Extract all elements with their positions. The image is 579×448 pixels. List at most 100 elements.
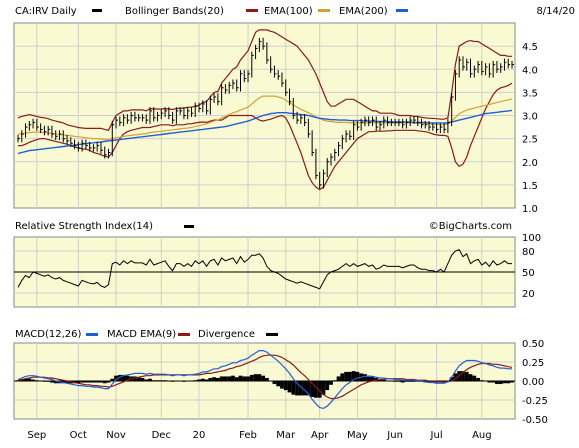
y-tick-label: -0.50 xyxy=(522,415,548,426)
y-tick-label: 1.5 xyxy=(522,181,538,192)
divergence-bar xyxy=(393,381,397,382)
x-tick-label: Jul xyxy=(430,430,443,441)
divergence-bar xyxy=(223,376,228,381)
divergence-bar xyxy=(166,381,171,382)
divergence-bar xyxy=(53,381,58,384)
x-tick-label: Oct xyxy=(70,430,87,441)
divergence-bar xyxy=(125,375,130,381)
divergence-bar xyxy=(495,381,499,385)
divergence-bar xyxy=(472,375,477,381)
divergence-bar xyxy=(95,381,100,383)
divergence-bar xyxy=(182,381,186,382)
x-tick-label: Dec xyxy=(152,430,171,441)
divergence-bar xyxy=(310,381,315,397)
divergence-bar xyxy=(332,380,337,381)
x-tick-label: 20 xyxy=(193,430,206,441)
y-tick-label: 100 xyxy=(522,233,541,244)
rsi-y-axis: 100 80 50 20 xyxy=(522,233,541,300)
y-tick-label: 3.5 xyxy=(522,88,538,99)
divergence-bar xyxy=(34,380,39,381)
macd-signal-line xyxy=(17,354,513,400)
divergence-bar xyxy=(178,381,183,382)
ema200-line xyxy=(17,109,513,155)
divergence-bar xyxy=(151,380,156,381)
divergence-bar xyxy=(197,379,201,381)
divergence-bar xyxy=(242,376,247,381)
divergence-bar xyxy=(76,381,81,384)
x-tick-label: Aug xyxy=(472,430,492,441)
x-tick-label: Sep xyxy=(27,430,46,441)
divergence-bar xyxy=(378,379,382,381)
price-series xyxy=(17,29,514,191)
legend-ema200-swatch xyxy=(396,9,408,12)
y-tick-label: -0.25 xyxy=(522,396,548,407)
divergence-bar xyxy=(344,371,348,381)
divergence-bar xyxy=(498,381,503,385)
divergence-bar xyxy=(106,381,111,383)
divergence-bar xyxy=(215,377,220,381)
divergence-bar xyxy=(355,371,360,381)
divergence-bar xyxy=(268,381,273,382)
divergence-bar xyxy=(159,380,164,381)
macd-series xyxy=(14,350,515,410)
divergence-bar xyxy=(430,381,435,383)
divergence-bar xyxy=(476,377,480,381)
watermark: ©BigCharts.com xyxy=(429,221,512,232)
divergence-bar xyxy=(234,377,239,381)
divergence-bar xyxy=(280,381,284,389)
x-tick-label: Nov xyxy=(106,430,126,441)
divergence-bar xyxy=(325,381,330,391)
divergence-bar xyxy=(42,381,47,382)
divergence-bar xyxy=(170,381,175,382)
price-y-axis: 1.0 1.5 2.0 2.5 3.0 3.5 4.0 4.5 xyxy=(522,42,538,215)
divergence-bar xyxy=(121,374,126,381)
divergence-bar xyxy=(200,378,205,381)
divergence-bar xyxy=(140,377,145,381)
x-axis: Sep Oct Nov Dec 20 Feb Mar Apr May Jun Jul Aug xyxy=(27,430,491,441)
divergence-bar xyxy=(163,380,167,381)
divergence-bar xyxy=(510,381,514,383)
divergence-bar xyxy=(298,381,303,396)
divergence-bar xyxy=(136,377,141,381)
divergence-bar xyxy=(487,381,492,383)
divergence-bar xyxy=(212,377,216,381)
divergence-bar xyxy=(117,374,122,381)
divergence-bar xyxy=(193,380,198,381)
divergence-legend-swatch xyxy=(266,333,278,336)
divergence-bar xyxy=(133,376,137,381)
x-tick-label: Feb xyxy=(239,430,257,441)
divergence-bar xyxy=(110,378,115,381)
divergence-bar xyxy=(16,380,20,381)
x-tick-label: May xyxy=(347,430,368,441)
divergence-bar xyxy=(87,381,92,383)
divergence-bar xyxy=(253,374,258,381)
divergence-bar xyxy=(19,379,24,381)
divergence-bar xyxy=(189,381,194,382)
macd-y-axis: 0.50 0.25 0.00 -0.25 -0.50 xyxy=(522,339,548,426)
macd-legend-swatch xyxy=(86,333,98,336)
legend-symbol: CA:IRV Daily xyxy=(15,6,77,17)
divergence-bar xyxy=(246,376,250,381)
divergence-bar xyxy=(461,371,465,381)
divergence-bar xyxy=(449,377,454,381)
y-tick-label: 0.00 xyxy=(522,377,544,388)
divergence-bar xyxy=(389,381,394,382)
legend-bollinger-swatch xyxy=(246,9,258,12)
divergence-bar xyxy=(231,375,235,381)
divergence-bar xyxy=(506,381,511,384)
divergence-bar xyxy=(148,378,152,381)
divergence-bar xyxy=(265,377,269,381)
bollinger-upper-line xyxy=(17,29,512,131)
x-tick-label: Jun xyxy=(386,430,403,441)
divergence-bar xyxy=(102,381,107,384)
divergence-bar xyxy=(114,375,118,381)
divergence-bar xyxy=(314,381,318,398)
rsi-series xyxy=(14,248,515,290)
divergence-bar xyxy=(306,381,311,396)
y-tick-label: 2.0 xyxy=(522,158,538,169)
y-tick-label: 50 xyxy=(522,268,535,279)
legend-ema100: EMA(100) xyxy=(264,6,313,17)
rsi-line xyxy=(17,248,512,290)
divergence-bar xyxy=(442,381,447,382)
